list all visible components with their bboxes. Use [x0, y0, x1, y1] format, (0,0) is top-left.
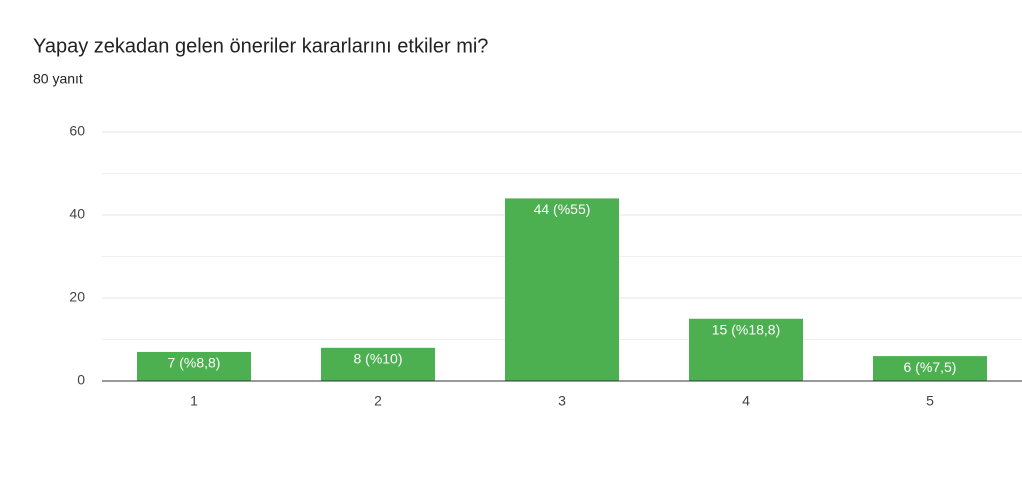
bar — [873, 356, 987, 381]
y-tick-label: 0 — [77, 372, 85, 388]
bar — [321, 347, 435, 381]
value-label: 8 (%10) — [353, 351, 402, 367]
value-label: 6 (%7,5) — [904, 359, 957, 375]
x-tick-label: 3 — [558, 393, 566, 409]
value-label: 44 (%55) — [534, 201, 591, 217]
x-tick-label: 1 — [190, 393, 198, 409]
y-tick-label: 20 — [69, 289, 85, 305]
value-label: 7 (%8,8) — [168, 355, 221, 371]
y-tick-label: 40 — [69, 206, 85, 222]
chart-title: Yapay zekadan gelen öneriler kararlarını… — [33, 35, 488, 57]
y-tick-label: 60 — [69, 123, 85, 139]
bar — [505, 198, 619, 381]
bar — [689, 318, 803, 381]
bar — [137, 351, 251, 381]
x-tick-label: 2 — [374, 393, 382, 409]
x-tick-label: 4 — [742, 393, 750, 409]
x-tick-label: 5 — [926, 393, 934, 409]
chart-subtitle: 80 yanıt — [33, 71, 83, 87]
value-label: 15 (%18,8) — [712, 321, 780, 337]
